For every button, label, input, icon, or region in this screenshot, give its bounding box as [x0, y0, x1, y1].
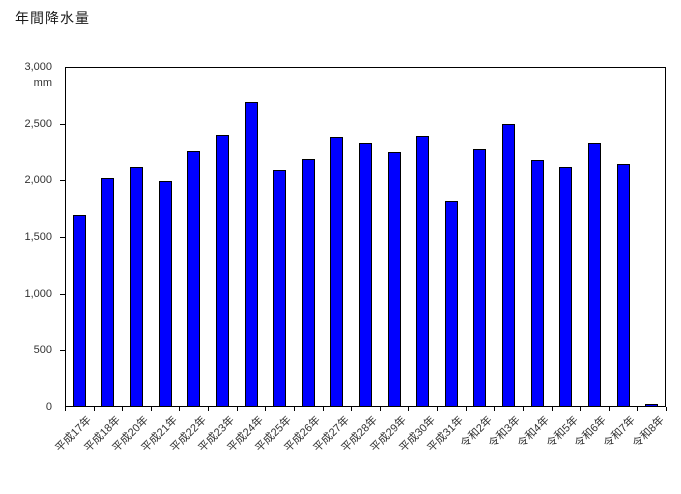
x-axis-tick: [265, 407, 266, 411]
x-axis-tick: [65, 407, 66, 411]
bar-令和2年: [473, 149, 486, 407]
bar-平成22年: [187, 151, 200, 407]
x-axis-tick: [466, 407, 467, 411]
x-axis-tick-label: 令和7年: [601, 414, 638, 451]
x-axis-tick: [408, 407, 409, 411]
y-axis-tick-label: 0: [45, 401, 52, 413]
bar-平成29年: [388, 152, 401, 407]
x-axis-tick: [609, 407, 610, 411]
bar-平成28年: [359, 143, 372, 407]
x-axis-tick: [580, 407, 581, 411]
bar-平成23年: [216, 135, 229, 407]
x-axis-tick-label: 令和4年: [515, 414, 552, 451]
bar-令和3年: [502, 124, 515, 407]
y-axis-tick-label: 3,000: [24, 61, 52, 73]
x-axis-tick: [666, 407, 667, 411]
y-axis-tick-label: 500: [33, 344, 52, 357]
x-axis-tick: [351, 407, 352, 411]
y-axis-tick: [60, 294, 65, 295]
x-axis-tick: [552, 407, 553, 411]
x-axis-tick: [122, 407, 123, 411]
chart-title: 年間降水量: [15, 10, 90, 26]
bar-令和4年: [531, 160, 544, 407]
x-axis-tick: [294, 407, 295, 411]
y-axis-tick: [60, 237, 65, 238]
y-axis-unit-label: mm: [33, 77, 52, 89]
bar-平成30年: [416, 136, 429, 407]
x-axis-tick: [494, 407, 495, 411]
x-axis-tick: [637, 407, 638, 411]
bar-令和8年: [645, 404, 658, 407]
y-axis-tick: [60, 180, 65, 181]
bar-平成17年: [73, 215, 86, 407]
y-axis-tick-label: 2,500: [24, 117, 52, 130]
bar-平成21年: [159, 181, 172, 407]
bar-令和7年: [617, 164, 630, 407]
bar-平成24年: [245, 102, 258, 407]
x-axis-tick: [179, 407, 180, 411]
bar-平成27年: [330, 137, 343, 407]
x-axis-tick: [380, 407, 381, 411]
x-axis-tick: [437, 407, 438, 411]
bar-平成20年: [130, 167, 143, 407]
x-axis-tick: [323, 407, 324, 411]
bar-平成25年: [273, 170, 286, 407]
bar-令和6年: [588, 143, 601, 407]
x-axis-tick: [523, 407, 524, 411]
y-axis-tick: [60, 124, 65, 125]
x-axis-tick: [237, 407, 238, 411]
x-axis-tick: [94, 407, 95, 411]
x-axis-tick: [151, 407, 152, 411]
y-axis-tick: [60, 350, 65, 351]
y-axis-tick-label: 1,000: [24, 287, 52, 300]
bar-令和5年: [559, 167, 572, 407]
bar-平成31年: [445, 201, 458, 407]
y-axis-tick-label: 2,000: [24, 174, 52, 187]
bar-平成26年: [302, 159, 315, 407]
y-axis-tick-label: 1,500: [24, 231, 52, 243]
x-axis-tick: [208, 407, 209, 411]
bar-平成18年: [101, 178, 114, 407]
